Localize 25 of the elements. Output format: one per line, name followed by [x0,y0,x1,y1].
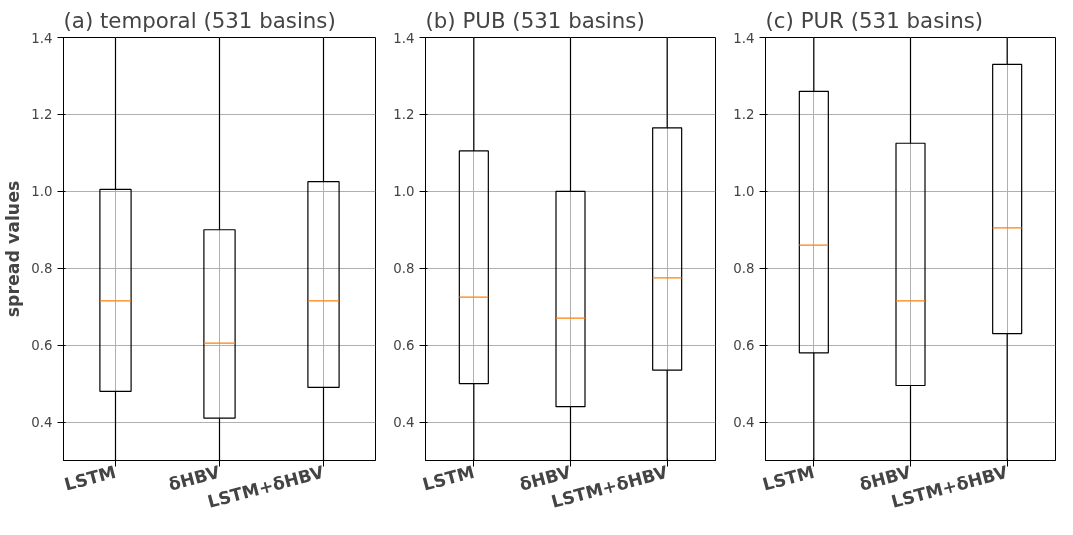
y-tick-label: 1.2 [733,107,755,123]
y-tick-label: 1.2 [393,107,415,123]
x-tick-label: LSTM [420,461,477,495]
y-tick-label: 0.6 [733,338,755,354]
y-tick-label: 0.4 [393,415,415,431]
x-tick-label: LSTM [62,461,119,495]
x-tick-label: LSTM [760,461,817,495]
y-tick-label: 0.6 [31,338,53,354]
chart-title: (a) temporal (531 basins) [63,7,336,33]
y-axis-title: spread values [3,180,24,318]
y-tick-label: 0.4 [31,415,53,431]
y-tick-label: 1.2 [31,107,53,123]
y-tick-label: 1.0 [31,184,53,200]
y-tick-label: 0.8 [393,261,415,277]
y-tick-label: 1.0 [733,184,755,200]
y-tick-label: 0.8 [733,261,755,277]
chart-title: (b) PUB (531 basins) [425,7,645,33]
y-tick-label: 1.4 [31,30,53,46]
y-tick-label: 1.0 [393,184,415,200]
y-tick-label: 0.8 [31,261,53,277]
y-tick-label: 1.4 [393,30,415,46]
y-tick-label: 0.6 [393,338,415,354]
y-tick-label: 1.4 [733,30,755,46]
y-tick-label: 0.4 [733,415,755,431]
chart-title: (c) PUR (531 basins) [765,7,984,33]
